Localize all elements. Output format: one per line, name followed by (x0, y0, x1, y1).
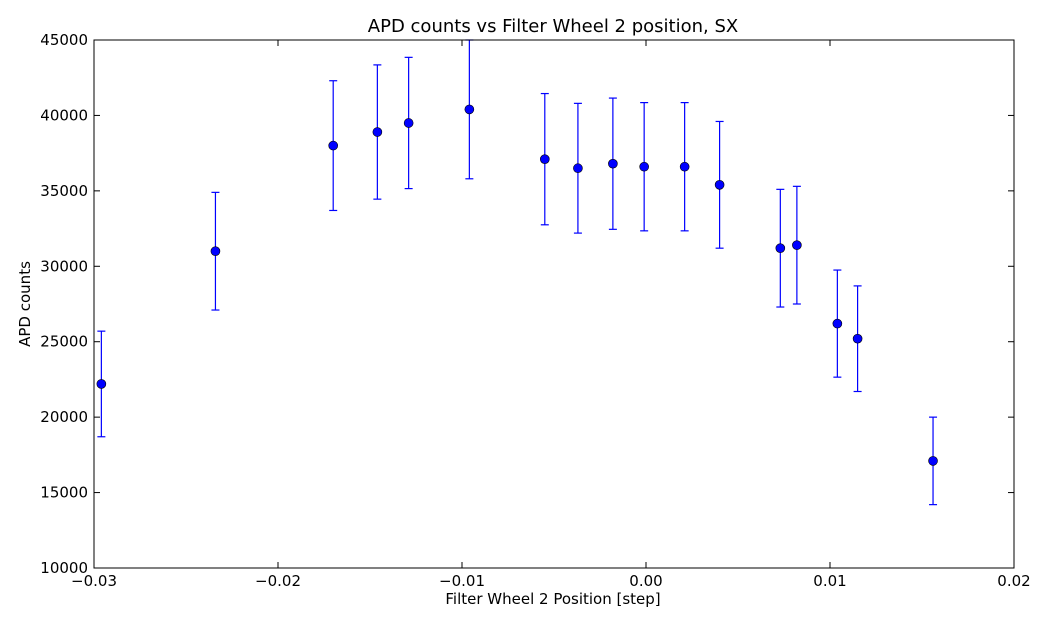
plot-area: −0.03 −0.02 −0.01 0.00 0.01 0.02 10000 15000 200… (40, 31, 1030, 590)
data-point (372, 127, 383, 137)
x-tick-label: 0.00 (629, 572, 662, 590)
data-point (573, 163, 583, 174)
data-point (792, 240, 802, 250)
data-point (852, 333, 863, 344)
data-point (679, 161, 690, 172)
data-point (832, 318, 843, 329)
x-tick-label: −0.03 (71, 572, 117, 590)
y-axis-label: APD counts (16, 261, 34, 347)
data-point (608, 158, 618, 169)
y-tick-label: 30000 (40, 257, 88, 275)
x-tick-label: −0.02 (255, 572, 301, 590)
data-point (775, 243, 786, 253)
data-point (96, 379, 107, 389)
data-point (928, 456, 938, 466)
data-point (639, 161, 649, 172)
y-tick-label: 45000 (40, 31, 88, 49)
data-point (539, 154, 550, 164)
y-tick-label: 20000 (40, 408, 88, 426)
data-point (464, 104, 475, 115)
y-tick-label: 40000 (40, 106, 88, 124)
plot-frame (93, 39, 1015, 569)
x-tick-label: 0.01 (813, 572, 846, 590)
y-tick-label: 35000 (40, 182, 88, 200)
data-point (403, 118, 414, 128)
y-tick-label: 25000 (40, 333, 88, 351)
chart-title: APD counts vs Filter Wheel 2 position, S… (368, 16, 738, 37)
y-tick-label: 10000 (40, 559, 88, 577)
data-point (328, 140, 339, 151)
x-tick-label: 0.02 (997, 572, 1030, 590)
data-point (210, 246, 221, 256)
x-axis-label: Filter Wheel 2 Position [step] (445, 590, 660, 608)
data-point (714, 180, 725, 190)
y-tick-label: 15000 (40, 484, 88, 502)
x-tick-label: −0.01 (439, 572, 485, 590)
